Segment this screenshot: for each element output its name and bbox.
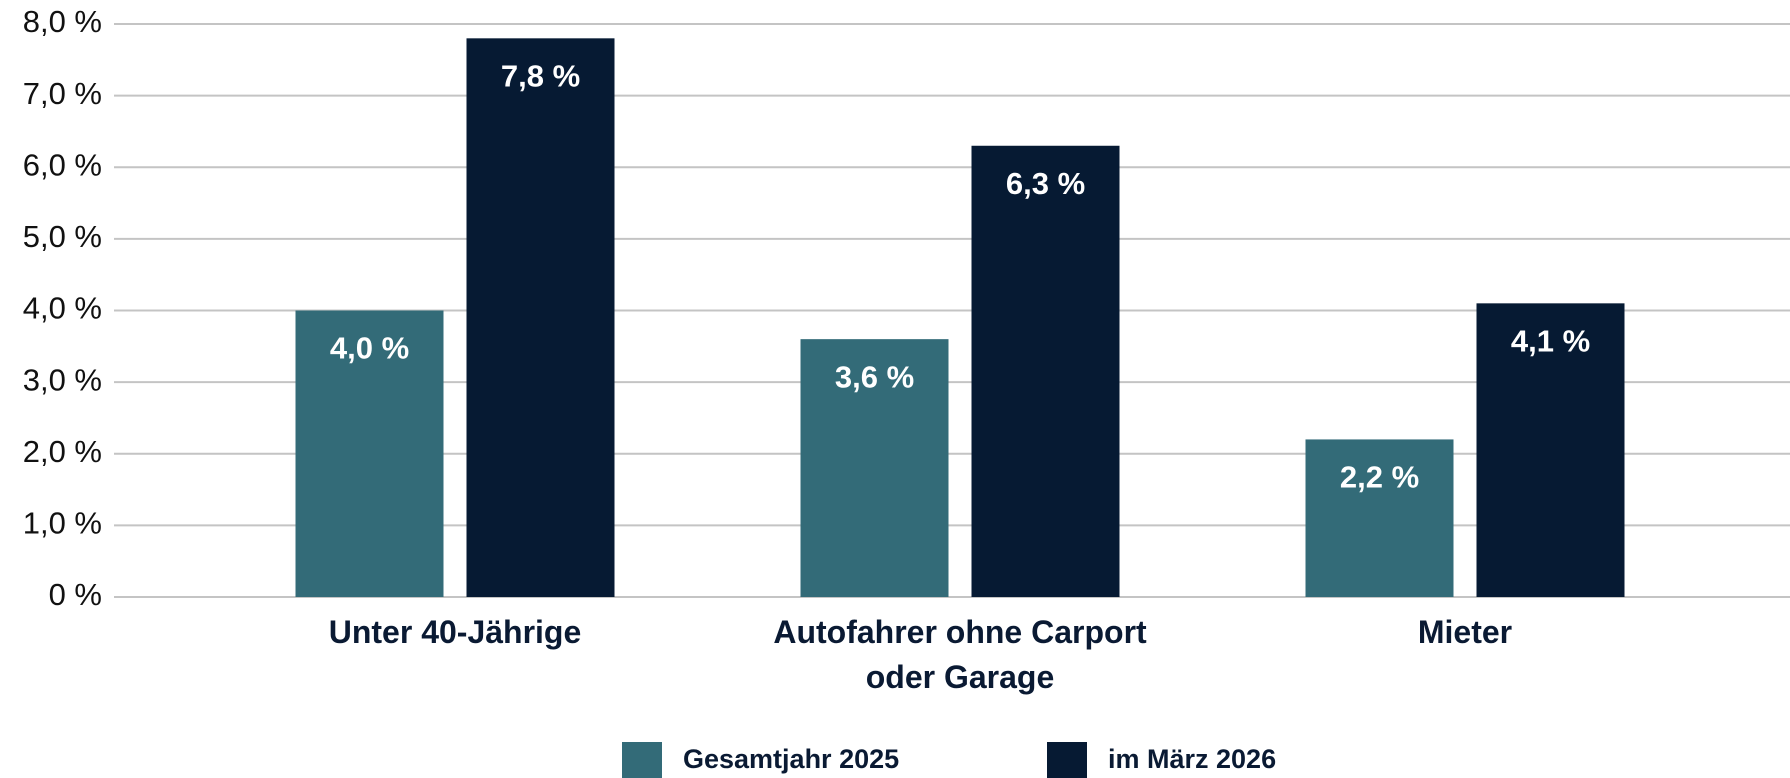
value-label: 7,8 % (501, 59, 580, 94)
value-label: 4,0 % (330, 331, 409, 366)
y-tick-label: 0 % (49, 577, 102, 612)
bar (971, 145, 1120, 597)
x-tick-label: Autofahrer ohne Carport oder Garage (773, 614, 1147, 695)
x-tick-label: Unter 40-Jährige (328, 614, 582, 650)
legend-text: im März 2026 (1108, 744, 1276, 774)
value-label: 3,6 % (835, 359, 914, 394)
value-label: 6,3 % (1006, 166, 1085, 201)
legend-swatch (622, 742, 662, 778)
value-label: 4,1 % (1511, 324, 1590, 359)
y-tick-label: 3,0 % (23, 362, 102, 397)
bar (800, 339, 949, 597)
y-tick-label: 4,0 % (23, 291, 102, 326)
y-tick-label: 8,0 % (23, 4, 102, 39)
bar (295, 310, 444, 597)
y-tick-label: 1,0 % (23, 506, 102, 541)
y-tick-label: 7,0 % (23, 76, 102, 111)
x-tick-label: Mieter (1417, 614, 1513, 650)
y-tick-label: 5,0 % (23, 219, 102, 254)
y-tick-label: 6,0 % (23, 147, 102, 182)
bar (1305, 439, 1454, 597)
bar (1476, 303, 1625, 597)
legend-swatch (1047, 742, 1087, 778)
legend-text: Gesamtjahr 2025 (683, 744, 899, 774)
value-label: 2,2 % (1340, 460, 1419, 495)
y-tick-label: 2,0 % (23, 434, 102, 469)
bar (466, 38, 615, 597)
